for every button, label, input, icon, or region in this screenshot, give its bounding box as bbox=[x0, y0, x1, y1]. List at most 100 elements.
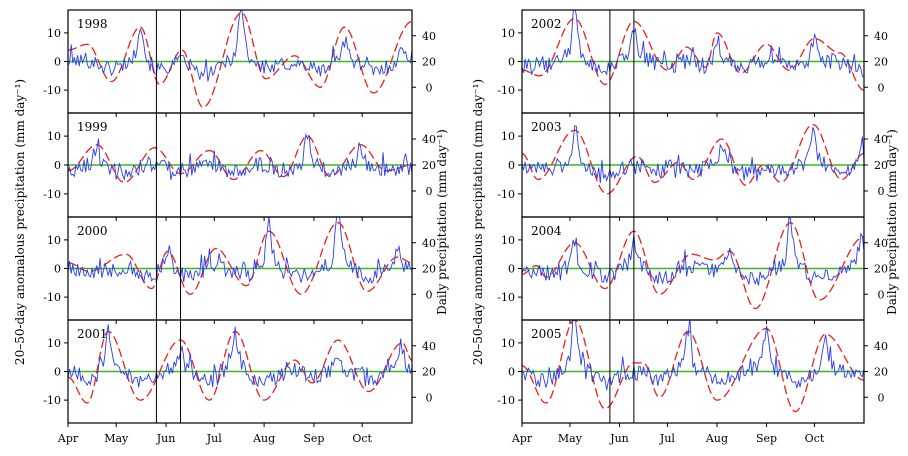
xtick-label-aug: Aug bbox=[252, 432, 275, 445]
panel-year-label: 2001 bbox=[77, 327, 108, 341]
series-daily-precipitation bbox=[522, 217, 864, 286]
series-filtered-anomaly bbox=[522, 320, 864, 413]
xtick-label-apr: Apr bbox=[511, 432, 533, 445]
panel-plot-area bbox=[522, 10, 864, 91]
right-ytick-label: 0 bbox=[426, 288, 433, 301]
right-ytick-label: 20 bbox=[874, 56, 888, 69]
left-ytick-label: 10 bbox=[501, 130, 515, 143]
xtick-label-sep: Sep bbox=[303, 432, 324, 445]
right-ytick-label: 0 bbox=[878, 185, 885, 198]
left-ytick-label: 0 bbox=[54, 366, 61, 379]
panel-year-label: 2002 bbox=[531, 17, 562, 31]
xtick-label-may: May bbox=[558, 432, 583, 445]
right-ytick-label: 40 bbox=[874, 340, 888, 353]
panel-plot-area bbox=[522, 123, 864, 195]
series-daily-precipitation bbox=[522, 125, 864, 184]
right-ytick-label: 40 bbox=[874, 133, 888, 146]
panel-year-label: 2004 bbox=[531, 224, 562, 238]
left-ytick-label: 10 bbox=[47, 234, 61, 247]
left-ytick-label: 10 bbox=[501, 337, 515, 350]
left-ytick-label: 0 bbox=[508, 56, 515, 69]
panel-plot-area bbox=[68, 324, 412, 404]
right-column-right-ylabel: Daily precipitation (mm day⁻¹) bbox=[885, 129, 899, 315]
xtick-label-oct: Oct bbox=[352, 432, 372, 445]
xtick-label-apr: Apr bbox=[57, 432, 79, 445]
series-filtered-anomaly bbox=[68, 135, 412, 183]
right-ytick-label: 40 bbox=[874, 237, 888, 250]
series-daily-precipitation bbox=[68, 10, 412, 82]
right-ytick-label: 20 bbox=[874, 263, 888, 276]
series-daily-precipitation bbox=[522, 10, 864, 78]
left-ytick-label: 0 bbox=[508, 366, 515, 379]
panel-year-label: 2000 bbox=[77, 224, 108, 238]
right-column-ylabel: 20–50-day anomalous precipitation (mm da… bbox=[471, 79, 485, 365]
right-ytick-label: 40 bbox=[422, 133, 436, 146]
panel-1998: -10 0 10 0 20 40 1998 bbox=[43, 9, 436, 117]
series-daily-precipitation bbox=[68, 324, 412, 388]
left-ytick-label: 10 bbox=[47, 27, 61, 40]
panel-plot-area bbox=[68, 217, 412, 295]
left-ytick-label: -10 bbox=[43, 188, 61, 201]
left-ytick-label: -10 bbox=[43, 291, 61, 304]
xtick-label-oct: Oct bbox=[805, 432, 825, 445]
left-ytick-label: -10 bbox=[43, 84, 61, 97]
left-ytick-label: -10 bbox=[497, 394, 515, 407]
series-filtered-anomaly bbox=[522, 222, 864, 310]
right-ytick-label: 20 bbox=[422, 159, 436, 172]
left-ytick-label: 0 bbox=[508, 159, 515, 172]
right-ytick-label: 0 bbox=[426, 185, 433, 198]
left-ytick-label: 0 bbox=[508, 263, 515, 276]
series-daily-precipitation bbox=[522, 320, 864, 391]
left-ytick-label: 0 bbox=[54, 263, 61, 276]
panel-plot-area bbox=[522, 320, 864, 413]
left-ytick-label: -10 bbox=[497, 291, 515, 304]
left-ytick-label: -10 bbox=[43, 394, 61, 407]
right-ytick-label: 0 bbox=[878, 81, 885, 94]
panel-year-label: 2005 bbox=[531, 327, 562, 341]
left-ytick-label: 10 bbox=[47, 337, 61, 350]
right-ytick-label: 0 bbox=[878, 391, 885, 404]
right-ytick-label: 40 bbox=[874, 30, 888, 43]
right-ytick-label: 20 bbox=[874, 366, 888, 379]
panel-2002: -10 0 10 0 20 40 2002 bbox=[497, 9, 888, 117]
panel-2003: -10 0 10 0 20 40 2003 bbox=[497, 112, 888, 221]
panel-plot-area bbox=[522, 217, 864, 310]
left-ytick-label: -10 bbox=[497, 84, 515, 97]
series-filtered-anomaly bbox=[522, 17, 864, 91]
xtick-label-jun: Jun bbox=[609, 432, 629, 445]
panel-2001: -10 0 10 0 20 40 Apr May Jun Jul Aug Sep Oct 2001 bbox=[43, 319, 436, 445]
right-ytick-label: 20 bbox=[422, 366, 436, 379]
right-ytick-label: 20 bbox=[422, 263, 436, 276]
series-daily-precipitation bbox=[68, 132, 412, 181]
series-daily-precipitation bbox=[68, 217, 412, 284]
left-ytick-label: 0 bbox=[54, 56, 61, 69]
panel-2005: -10 0 10 0 20 40 Apr May Jun Jul Aug Sep Oct 2005 bbox=[497, 319, 888, 445]
left-column-right-ylabel: Daily precipitation (mm day⁻¹) bbox=[435, 129, 449, 315]
panel-2000: -10 0 10 0 20 40 2000 bbox=[43, 216, 436, 324]
right-ytick-label: 40 bbox=[422, 340, 436, 353]
right-ytick-label: 0 bbox=[878, 288, 885, 301]
xtick-label-jul: Jul bbox=[659, 432, 675, 445]
series-filtered-anomaly bbox=[68, 12, 412, 108]
panel-plot-area bbox=[68, 132, 412, 183]
right-ytick-label: 0 bbox=[426, 391, 433, 404]
panel-1999: -10 0 10 0 20 40 1999 bbox=[43, 112, 436, 221]
series-filtered-anomaly bbox=[68, 330, 412, 404]
xtick-label-aug: Aug bbox=[705, 432, 728, 445]
left-column-ylabel: 20–50-day anomalous precipitation (mm da… bbox=[13, 79, 27, 365]
panel-plot-area bbox=[68, 10, 412, 108]
right-ytick-label: 20 bbox=[874, 159, 888, 172]
left-ytick-label: 10 bbox=[47, 130, 61, 143]
left-ytick-label: -10 bbox=[497, 188, 515, 201]
right-ytick-label: 40 bbox=[422, 237, 436, 250]
right-ytick-label: 40 bbox=[422, 30, 436, 43]
left-ytick-label: 10 bbox=[501, 27, 515, 40]
left-ytick-label: 10 bbox=[501, 234, 515, 247]
panel-year-label: 1999 bbox=[77, 120, 108, 134]
series-filtered-anomaly bbox=[522, 123, 864, 195]
series-filtered-anomaly bbox=[68, 222, 412, 295]
xtick-label-jun: Jun bbox=[156, 432, 176, 445]
right-ytick-label: 20 bbox=[422, 56, 436, 69]
